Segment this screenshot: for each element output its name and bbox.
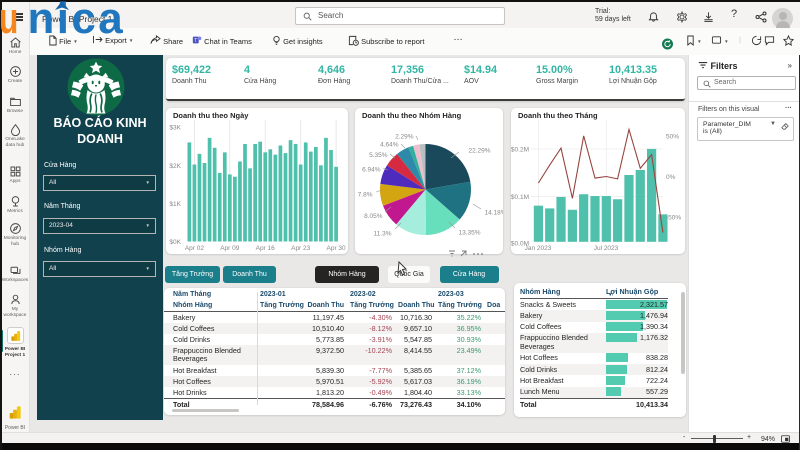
svg-text:-50%: -50% (666, 214, 681, 221)
svg-text:$0.0M: $0.0M (511, 240, 529, 247)
svg-text:$0K: $0K (169, 239, 181, 246)
svg-text:6.94%: 6.94% (362, 166, 381, 173)
svg-text:50%: 50% (666, 133, 679, 140)
svg-text:$1K: $1K (169, 200, 181, 207)
svg-text:Apr 02: Apr 02 (185, 245, 205, 252)
svg-text:22.29%: 22.29% (469, 147, 491, 154)
svg-text:5.35%: 5.35% (369, 152, 388, 159)
svg-text:Jan 2023: Jan 2023 (525, 245, 552, 252)
svg-text:T: T (194, 38, 197, 44)
svg-text:7.8%: 7.8% (358, 191, 373, 198)
svg-text:13.35%: 13.35% (459, 229, 481, 236)
svg-text:Apr 09: Apr 09 (220, 245, 240, 252)
svg-text:$0.2M: $0.2M (511, 146, 529, 153)
svg-text:Apr 23: Apr 23 (291, 245, 311, 252)
svg-text:Jul 2023: Jul 2023 (594, 245, 619, 252)
svg-text:$0.1M: $0.1M (511, 193, 529, 200)
svg-text:8.05%: 8.05% (364, 213, 383, 220)
svg-text:4.64%: 4.64% (380, 141, 399, 148)
svg-text:2.29%: 2.29% (395, 133, 414, 140)
svg-text:0%: 0% (666, 174, 676, 181)
svg-text:14.18%: 14.18% (485, 209, 504, 216)
svg-text:Apr 30: Apr 30 (327, 245, 347, 252)
svg-text:$2K: $2K (169, 162, 181, 169)
svg-text:$3K: $3K (169, 124, 181, 131)
svg-text:Apr 16: Apr 16 (256, 245, 276, 252)
svg-text:11.3%: 11.3% (374, 230, 392, 237)
